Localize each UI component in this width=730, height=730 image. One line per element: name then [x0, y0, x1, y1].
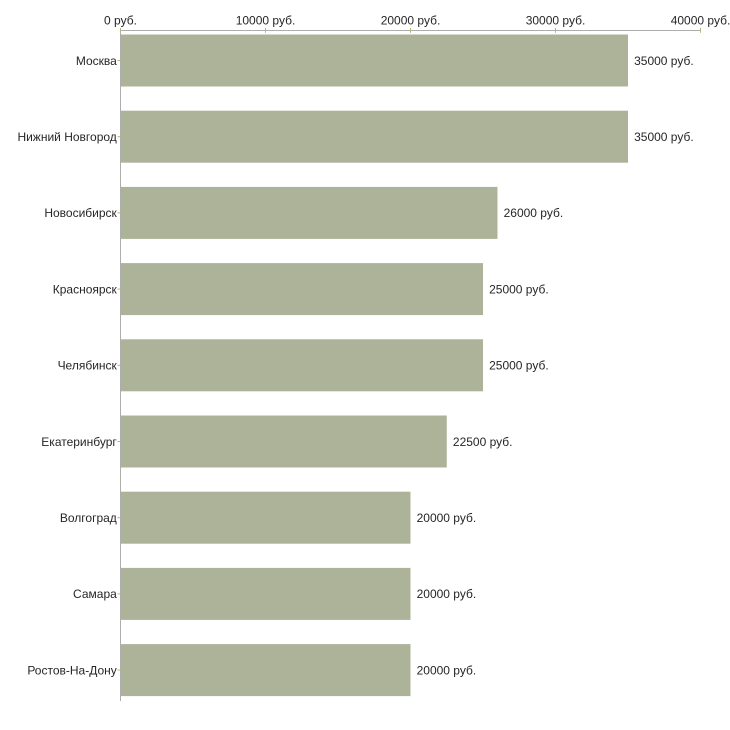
svg-text:20000 руб.: 20000 руб.: [417, 663, 477, 677]
svg-text:Нижний Новгород: Нижний Новгород: [17, 130, 116, 144]
svg-text:Екатеринбург: Екатеринбург: [41, 435, 117, 449]
svg-text:Красноярск: Красноярск: [53, 282, 118, 296]
svg-text:0 руб.: 0 руб.: [104, 13, 137, 27]
svg-text:26000 руб.: 26000 руб.: [504, 206, 564, 220]
svg-text:20000 руб.: 20000 руб.: [417, 511, 477, 525]
svg-text:Москва: Москва: [76, 54, 117, 68]
svg-text:Волгоград: Волгоград: [60, 511, 117, 525]
svg-text:20000 руб.: 20000 руб.: [381, 13, 441, 27]
svg-text:40000 руб.: 40000 руб.: [671, 13, 730, 27]
svg-text:Самара: Самара: [73, 587, 117, 601]
svg-text:25000 руб.: 25000 руб.: [489, 282, 549, 296]
svg-text:35000 руб.: 35000 руб.: [634, 130, 694, 144]
svg-text:22500 руб.: 22500 руб.: [453, 435, 513, 449]
svg-text:35000 руб.: 35000 руб.: [634, 54, 694, 68]
svg-text:10000 руб.: 10000 руб.: [236, 13, 296, 27]
svg-text:20000 руб.: 20000 руб.: [417, 587, 477, 601]
svg-text:30000 руб.: 30000 руб.: [526, 13, 586, 27]
svg-text:Челябинск: Челябинск: [58, 359, 118, 373]
svg-text:Ростов-На-Дону: Ростов-На-Дону: [27, 663, 116, 677]
svg-text:Новосибирск: Новосибирск: [44, 206, 117, 220]
svg-text:25000 руб.: 25000 руб.: [489, 359, 549, 373]
